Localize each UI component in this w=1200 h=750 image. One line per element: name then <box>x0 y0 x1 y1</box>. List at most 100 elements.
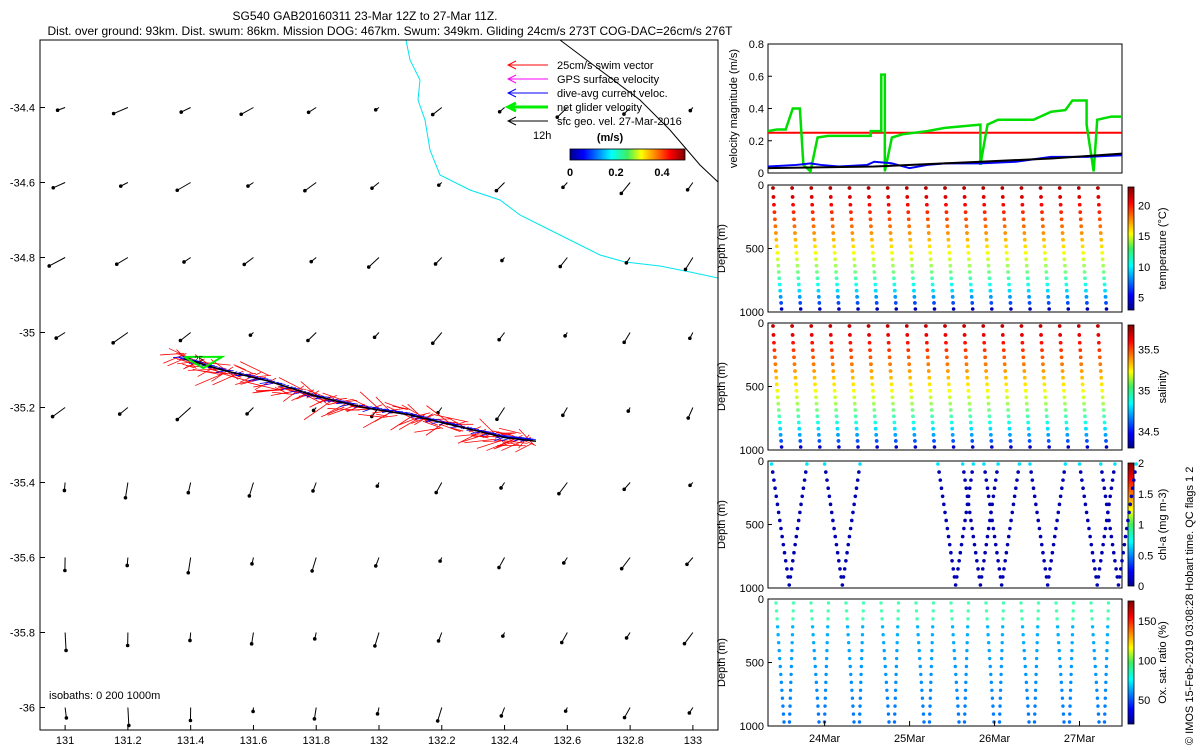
data-point <box>794 244 798 249</box>
current-arrow-head <box>306 110 311 115</box>
data-point <box>893 439 898 443</box>
current-arrow <box>368 257 380 268</box>
data-point <box>949 601 953 605</box>
data-point <box>859 672 863 677</box>
data-point <box>1020 617 1024 621</box>
data-point <box>844 609 849 613</box>
current-arrow-head <box>619 566 624 571</box>
current-arrow-head <box>557 491 561 496</box>
current-arrow-head <box>63 568 67 573</box>
data-point <box>816 288 821 293</box>
current-arrow <box>687 407 694 419</box>
data-point <box>970 445 975 449</box>
data-point <box>779 307 784 311</box>
data-point <box>981 324 986 328</box>
data-point <box>982 462 986 466</box>
data-point <box>919 672 923 677</box>
data-point <box>778 518 782 523</box>
data-point <box>951 445 956 449</box>
data-point <box>886 340 891 345</box>
data-point <box>879 601 883 605</box>
data-point <box>894 307 899 311</box>
data-point <box>911 282 916 287</box>
data-point <box>1104 680 1108 685</box>
data-point <box>1031 486 1036 491</box>
data-point <box>952 648 956 653</box>
data-point <box>969 433 974 437</box>
swim-vector <box>382 415 398 418</box>
y-tick-label: -35.4 <box>10 478 35 490</box>
data-point <box>817 720 821 724</box>
data-point <box>1000 633 1005 637</box>
data-point <box>1080 237 1084 242</box>
data-point <box>955 575 959 579</box>
data-point <box>926 362 931 367</box>
data-point <box>817 433 821 437</box>
current-vector <box>484 431 497 434</box>
data-point <box>1039 195 1043 199</box>
data-point <box>795 526 800 531</box>
colorbar-tick-label: 50 <box>1138 695 1150 707</box>
data-point <box>1108 494 1112 499</box>
current-arrow <box>437 707 443 722</box>
data-point <box>775 382 779 387</box>
data-point <box>774 609 779 613</box>
data-point <box>915 625 920 629</box>
data-point <box>813 656 817 661</box>
data-point <box>1079 362 1083 367</box>
colorbar-tick-label: 35 <box>1138 386 1150 398</box>
data-point <box>793 375 798 380</box>
data-point <box>816 282 820 287</box>
data-point <box>964 224 969 229</box>
data-point <box>991 526 996 531</box>
data-point <box>1098 217 1102 222</box>
data-point <box>930 633 935 637</box>
data-point <box>951 567 956 571</box>
data-point <box>981 333 986 337</box>
data-point <box>1129 494 1134 499</box>
data-point <box>809 324 814 328</box>
data-point <box>812 231 816 235</box>
data-point <box>993 478 998 482</box>
data-point <box>1126 518 1130 523</box>
data-point <box>769 462 774 466</box>
swim-vector <box>345 408 370 411</box>
data-point <box>1041 231 1046 235</box>
data-point <box>823 696 827 700</box>
data-point <box>868 355 873 360</box>
data-point <box>1080 478 1084 482</box>
data-point <box>834 414 839 419</box>
data-point <box>981 195 986 199</box>
data-point <box>1059 355 1064 360</box>
data-point <box>916 633 920 637</box>
data-point <box>776 270 781 274</box>
data-point <box>963 518 967 523</box>
data-point <box>1025 408 1029 412</box>
data-point <box>895 633 900 637</box>
data-point <box>1027 720 1031 724</box>
data-point <box>985 617 989 621</box>
data-point <box>775 502 780 507</box>
current-arrow-head <box>64 648 68 653</box>
data-point <box>1005 257 1009 262</box>
data-point <box>930 648 934 653</box>
data-point <box>776 408 781 412</box>
data-point <box>915 617 919 621</box>
data-point <box>780 688 784 692</box>
data-point <box>989 433 993 437</box>
data-point <box>1036 609 1040 613</box>
data-point <box>1096 575 1101 579</box>
data-point <box>1021 355 1026 360</box>
data-point <box>1062 395 1067 400</box>
current-vector <box>516 437 532 440</box>
data-point <box>1069 680 1073 685</box>
current-arrow-head <box>312 717 317 721</box>
data-point <box>971 534 976 539</box>
current-arrow-head <box>622 487 627 492</box>
current-arrow-head <box>558 264 563 269</box>
data-point <box>989 439 994 443</box>
data-point <box>832 251 837 255</box>
data-point <box>983 470 987 474</box>
data-point <box>886 712 891 716</box>
data-point <box>922 720 926 724</box>
